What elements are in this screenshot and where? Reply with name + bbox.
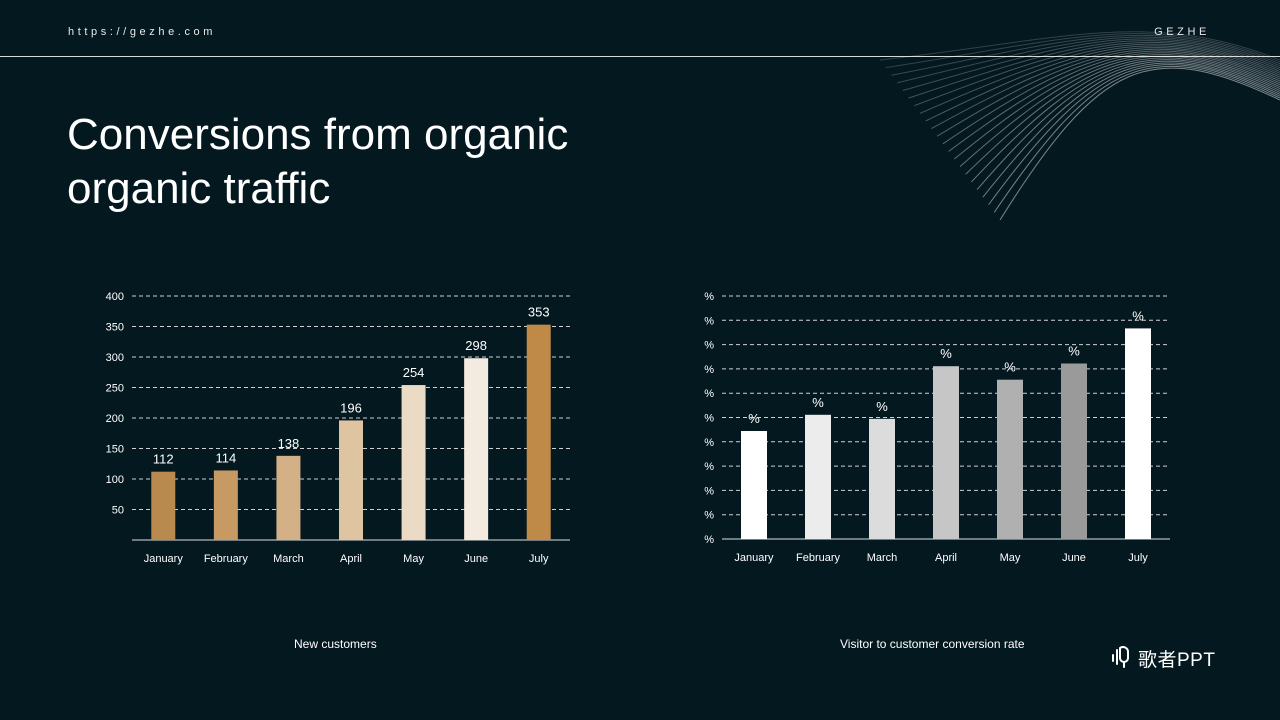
decorative-wave-line: [993, 65, 1280, 213]
y-tick-label: %: [704, 315, 714, 327]
decorative-wave-line: [897, 36, 1280, 84]
x-tick-label: February: [796, 552, 841, 564]
decorative-wave-line: [965, 57, 1280, 175]
y-tick-label: 50: [112, 505, 124, 517]
y-tick-label: %: [704, 340, 714, 352]
x-tick-label: February: [204, 553, 249, 565]
decorative-wave-line: [879, 31, 1280, 61]
decorative-wave-line: [919, 43, 1280, 114]
conversion-rate-chart-svg: %%%%%%%%%%%% January% February% March% April…: [704, 291, 1170, 564]
decorative-wave-line: [948, 52, 1280, 152]
bar: [1061, 363, 1087, 539]
decorative-wave-line: [982, 62, 1280, 198]
y-tick-label: %: [704, 485, 714, 497]
decorative-wave-lines: [879, 31, 1280, 221]
decorative-wave-line: [908, 40, 1280, 99]
brand-name: GEZHE: [1154, 26, 1210, 38]
data-label: %: [1132, 308, 1144, 323]
x-tick-label: January: [144, 553, 184, 565]
data-label: 353: [528, 305, 550, 320]
microphone-wave-icon: [1112, 646, 1129, 668]
data-label: %: [812, 395, 824, 410]
x-tick-label: May: [403, 553, 424, 565]
x-tick-label: June: [1062, 552, 1086, 564]
bar: [997, 379, 1023, 539]
decorative-wave-line: [914, 41, 1280, 107]
decorative-wave-line: [953, 53, 1280, 160]
data-label: %: [1068, 344, 1080, 359]
data-label: 254: [403, 365, 425, 380]
bar: [464, 358, 489, 540]
logo-text: 歌者PPT: [1138, 649, 1216, 671]
bar: [339, 420, 363, 540]
y-tick-label: %: [704, 413, 714, 425]
x-tick-label: March: [273, 553, 304, 565]
decorative-wave-line: [891, 34, 1280, 76]
x-tick-label: May: [1000, 552, 1021, 564]
y-tick-label: %: [704, 388, 714, 400]
brand-logo: 歌者PPT: [1110, 644, 1215, 672]
decorative-wave-line: [942, 50, 1280, 145]
x-tick-label: June: [464, 553, 488, 565]
data-label: %: [1004, 360, 1016, 375]
data-label: 138: [278, 436, 300, 451]
y-tick-label: %: [704, 364, 714, 376]
x-tick-label: March: [867, 552, 898, 564]
decorative-wave-line: [931, 47, 1280, 130]
y-tick-label: %: [704, 534, 714, 546]
decorative-wave-line: [971, 59, 1280, 183]
decorative-wave-line: [936, 48, 1280, 137]
header-divider: [0, 56, 1280, 57]
bar: [401, 385, 426, 540]
bar: [1125, 328, 1151, 539]
x-tick-label: January: [734, 552, 774, 564]
decorative-wave-line: [925, 45, 1280, 122]
decorative-wave-line: [902, 38, 1280, 91]
y-tick-label: 150: [106, 444, 124, 456]
bar: [869, 418, 895, 539]
decorative-wave-line: [988, 64, 1280, 206]
bar: [276, 455, 301, 540]
y-tick-label: 400: [106, 291, 124, 303]
bar: [805, 414, 831, 539]
bar: [741, 431, 767, 539]
y-tick-label: %: [704, 291, 714, 303]
data-label: %: [940, 346, 952, 361]
site-url[interactable]: https://gezhe.com: [68, 26, 217, 38]
bar: [213, 470, 238, 540]
conversion-rate-caption: Visitor to customer conversion rate: [840, 637, 1025, 651]
conversion-rate-chart: %%%%%%%%%%%% January% February% March% April…: [670, 280, 1230, 580]
data-label: %: [876, 399, 888, 414]
data-label: 196: [340, 400, 362, 415]
x-tick-label: July: [529, 553, 549, 565]
slide-title: Conversions from organic organic traffic: [67, 110, 569, 213]
bar: [526, 324, 551, 540]
data-label: 112: [153, 452, 174, 467]
y-tick-label: 300: [106, 352, 124, 364]
x-tick-label: July: [1128, 552, 1148, 564]
y-tick-label: 350: [106, 322, 124, 334]
y-tick-label: %: [704, 437, 714, 449]
new-customers-chart: 50 100 150 200 250 300 350 400 112 January 114 Febr…: [70, 280, 630, 580]
decorative-wave-line: [999, 67, 1280, 221]
bar: [151, 471, 176, 540]
bar: [933, 366, 959, 539]
decorative-wave-line: [976, 60, 1280, 190]
y-tick-label: %: [704, 510, 714, 522]
new-customers-chart-svg: 50 100 150 200 250 300 350 400 112 January 114 Febr…: [106, 291, 570, 565]
y-tick-label: 250: [106, 383, 124, 395]
decorative-wave-line: [959, 55, 1280, 168]
new-customers-caption: New customers: [294, 637, 377, 651]
y-tick-label: 200: [106, 413, 124, 425]
y-tick-label: %: [704, 461, 714, 473]
data-label: %: [748, 411, 760, 426]
y-tick-label: 100: [106, 474, 124, 486]
x-tick-label: April: [340, 553, 362, 565]
data-label: 114: [215, 450, 236, 465]
x-tick-label: April: [935, 552, 957, 564]
data-label: 298: [465, 338, 487, 353]
decorative-wave-line: [885, 33, 1280, 69]
